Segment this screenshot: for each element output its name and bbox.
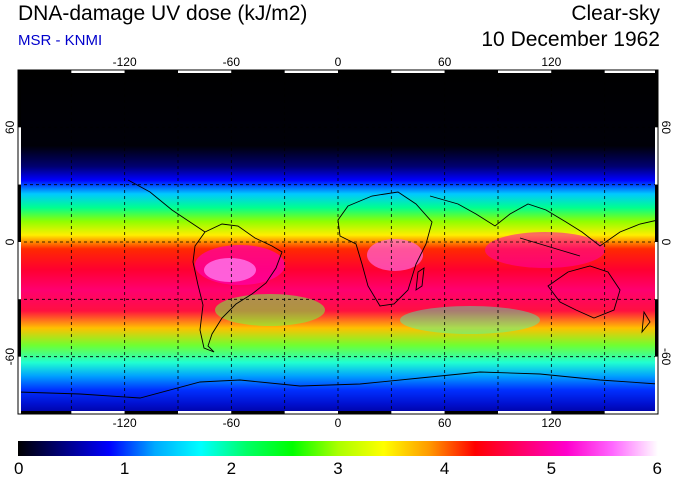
lat-labels-right: 60 0 -60 [659, 121, 673, 366]
frame-ticks [18, 70, 658, 414]
frame-tick-bottom [391, 411, 445, 414]
frame-tick-top [498, 70, 552, 73]
lat-labels-left: 60 0 -60 [3, 120, 17, 365]
frame-tick-bottom [338, 411, 392, 414]
lon-tick-label: -60 [223, 416, 241, 430]
frame-tick-left [18, 356, 21, 414]
colorbar-label: 6 [653, 459, 662, 478]
africa-outline [337, 191, 433, 307]
frame-tick-bottom [231, 411, 285, 414]
lat-tick-label: 60 [3, 120, 17, 134]
indonesia-outline [519, 237, 581, 257]
frame-tick-bottom [178, 411, 232, 414]
frame-tick-right [655, 242, 658, 300]
frame-tick-top [71, 70, 125, 73]
frame-tick-top [444, 70, 498, 73]
frame-tick-left [18, 299, 21, 357]
map-frame [17, 69, 659, 415]
antarctica-outline [18, 371, 658, 399]
frame-tick-left [18, 70, 21, 128]
lon-tick-label: 120 [541, 416, 561, 430]
lat-tick-label: -60 [3, 348, 17, 366]
frame-tick-top [338, 70, 392, 73]
australia-outline [547, 265, 621, 319]
lon-labels-bottom: -120 -60 0 60 120 [113, 416, 562, 430]
frame-tick-top [284, 70, 338, 73]
colorbar-labels: 0 1 2 3 4 5 6 [14, 459, 662, 478]
lat-tick-label: 60 [659, 121, 673, 135]
new-zealand-outline [641, 310, 651, 334]
frame-tick-left [18, 184, 21, 242]
frame-tick-top [18, 70, 72, 73]
lon-tick-label: -120 [113, 416, 137, 430]
map-title: DNA-damage UV dose (kJ/m2) [18, 2, 308, 25]
lat-tick-label: 0 [659, 239, 673, 246]
central-america-outline [127, 179, 206, 233]
lon-tick-label: 0 [335, 416, 342, 430]
frame-tick-bottom [124, 411, 178, 414]
frame-tick-bottom [444, 411, 498, 414]
frame-tick-right [655, 184, 658, 242]
frame-tick-left [18, 242, 21, 300]
frame-tick-right [655, 70, 658, 128]
frame-tick-bottom [71, 411, 125, 414]
frame-tick-bottom [284, 411, 338, 414]
lon-labels-top: -120 -60 0 60 120 [113, 55, 562, 69]
coastlines [18, 179, 658, 399]
asia-coast-outline [429, 195, 658, 247]
frame-tick-bottom [18, 411, 72, 414]
lon-tick-label: 120 [541, 55, 561, 69]
frame-tick-bottom [604, 411, 658, 414]
frame-tick-bottom [551, 411, 605, 414]
madagascar-outline [415, 267, 425, 291]
south-america-outline [192, 223, 283, 353]
frame-tick-right [655, 127, 658, 185]
lon-tick-label: 0 [335, 55, 342, 69]
colorbar [18, 441, 658, 456]
lon-tick-label: -60 [223, 55, 241, 69]
frame-tick-bottom [498, 411, 552, 414]
colorbar-label: 1 [120, 459, 129, 478]
sky-condition-label: Clear-sky [571, 2, 660, 25]
lat-tick-label: 0 [3, 238, 17, 245]
colorbar-label: 2 [227, 459, 236, 478]
frame-tick-top [231, 70, 285, 73]
colorbar-label: 0 [14, 459, 23, 478]
frame-tick-right [655, 356, 658, 414]
colorbar-label: 4 [440, 459, 449, 478]
frame-tick-top [604, 70, 658, 73]
source-label: MSR - KNMI [18, 32, 103, 49]
colorbar-label: 5 [547, 459, 556, 478]
lon-tick-label: -120 [113, 55, 137, 69]
frame-tick-top [124, 70, 178, 73]
frame-tick-top [551, 70, 605, 73]
date-label: 10 December 1962 [481, 28, 660, 51]
lat-tick-label: -60 [659, 348, 673, 366]
frame-tick-right [655, 299, 658, 357]
lon-tick-label: 60 [438, 55, 452, 69]
frame-tick-top [391, 70, 445, 73]
colorbar-label: 3 [333, 459, 342, 478]
frame-tick-top [178, 70, 232, 73]
lon-tick-label: 60 [438, 416, 452, 430]
frame-tick-left [18, 127, 21, 185]
gridlines [18, 70, 658, 414]
